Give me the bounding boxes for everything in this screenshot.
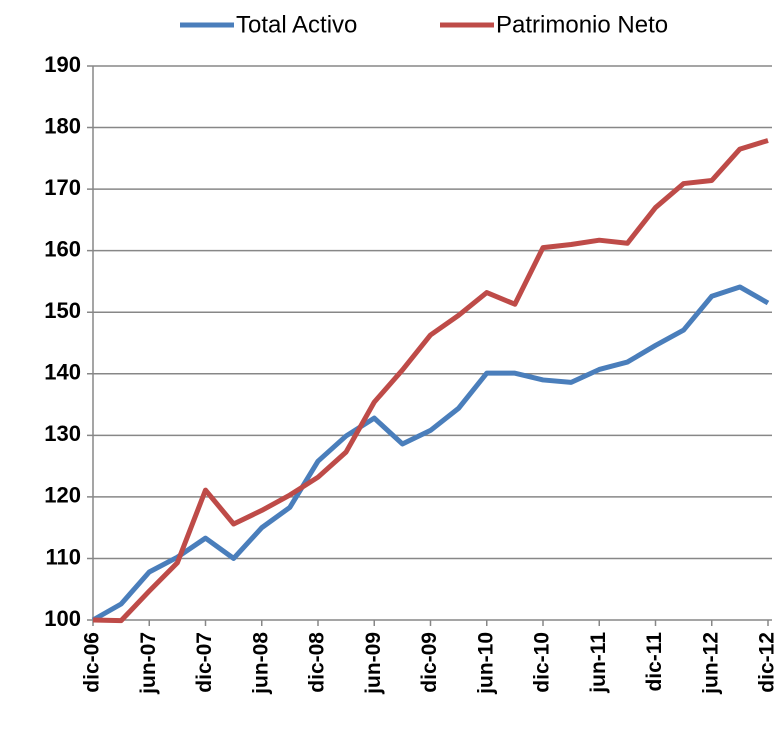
x-tick-label: dic-06	[81, 632, 104, 693]
series-line	[92, 138, 769, 624]
x-tick-label: dic-09	[418, 632, 441, 693]
x-tick-label: jun-07	[137, 632, 160, 695]
x-tick-label: jun-12	[699, 632, 722, 695]
x-tick-label: jun-09	[362, 632, 385, 695]
y-tick-label: 150	[44, 298, 81, 323]
y-tick-label: 160	[44, 236, 81, 261]
x-tick-label: dic-07	[193, 632, 216, 693]
y-tick-label: 180	[44, 113, 81, 138]
y-tick-label: 190	[44, 52, 81, 77]
y-tick-label: 100	[44, 606, 81, 631]
series-line	[91, 284, 770, 623]
y-tick-label: 130	[44, 421, 81, 446]
y-tick-label: 120	[44, 483, 81, 508]
legend-label: Patrimonio Neto	[496, 11, 668, 38]
y-tick-label: 140	[44, 360, 81, 385]
legend-label: Total Activo	[236, 11, 357, 38]
x-tick-label: dic-10	[531, 632, 554, 693]
x-tick-label: dic-12	[756, 632, 779, 693]
x-tick-label: jun-10	[474, 632, 497, 695]
x-tick-label: dic-08	[306, 632, 329, 693]
x-tick-label: jun-11	[587, 632, 610, 694]
y-tick-label: 110	[46, 544, 82, 569]
x-tick-label: jun-08	[249, 632, 272, 695]
x-tick-label: dic-11	[643, 632, 666, 692]
y-tick-label: 170	[44, 175, 81, 200]
